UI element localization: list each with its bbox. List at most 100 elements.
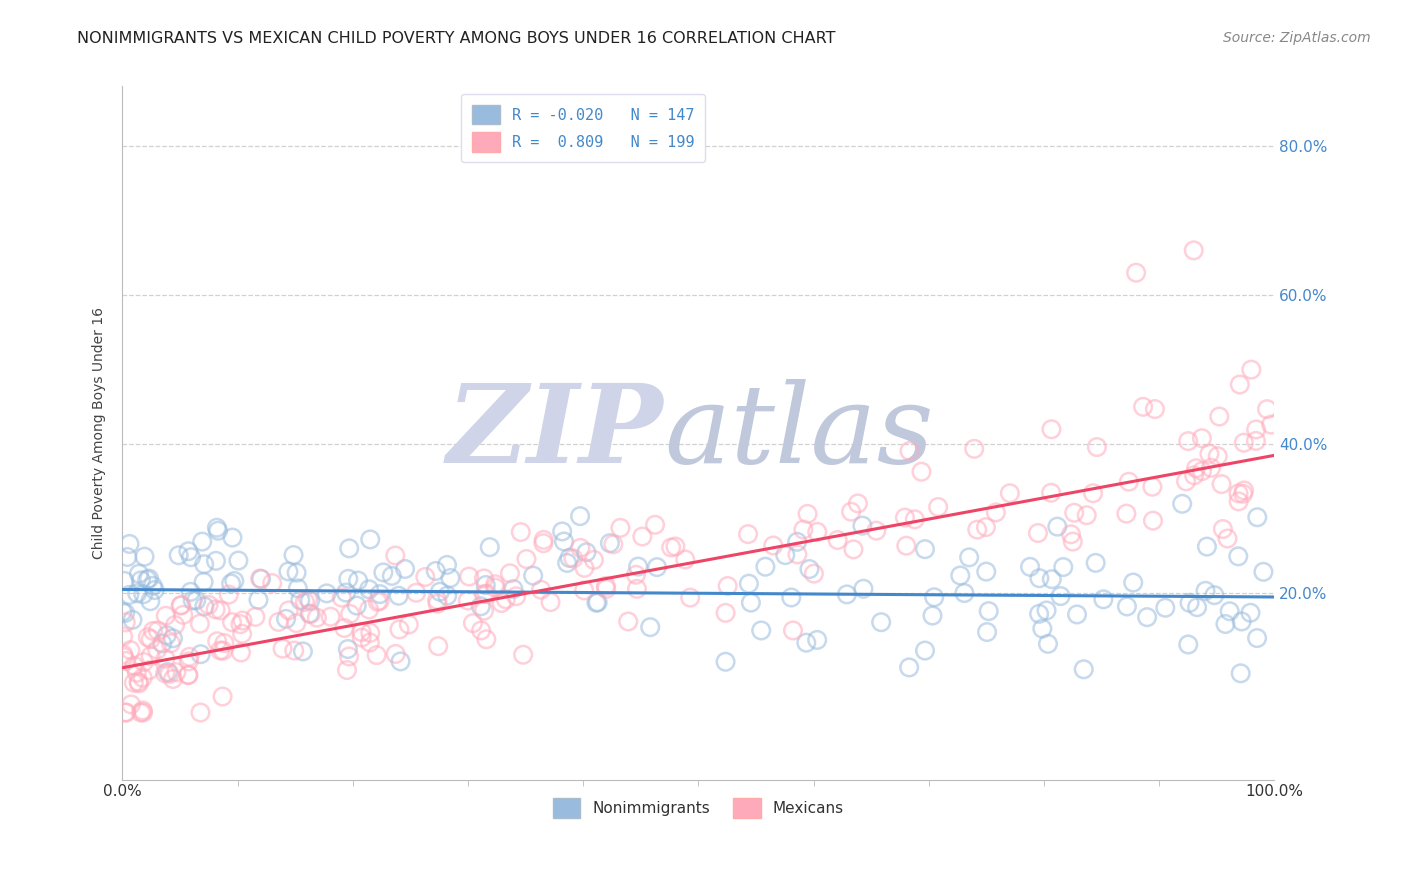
Point	[305, 610, 328, 624]
Point	[350, 625, 373, 640]
Point	[714, 655, 737, 669]
Point	[181, 593, 204, 607]
Point	[1208, 409, 1230, 424]
Point	[177, 668, 200, 682]
Point	[337, 541, 360, 556]
Point	[1178, 596, 1201, 610]
Point	[1191, 431, 1213, 445]
Point	[786, 547, 808, 561]
Point	[502, 582, 524, 596]
Point	[1036, 637, 1059, 651]
Point	[1062, 534, 1084, 549]
Point	[193, 558, 215, 572]
Point	[163, 618, 186, 632]
Point	[1227, 549, 1250, 564]
Point	[957, 550, 980, 565]
Point	[740, 596, 762, 610]
Point	[384, 549, 406, 563]
Point	[114, 615, 136, 630]
Point	[218, 588, 240, 602]
Point	[1073, 662, 1095, 676]
Point	[315, 586, 337, 600]
Point	[142, 579, 165, 593]
Point	[190, 706, 212, 720]
Point	[896, 539, 918, 553]
Point	[495, 592, 517, 607]
Point	[1206, 449, 1229, 463]
Point	[139, 632, 162, 646]
Point	[574, 561, 596, 575]
Point	[155, 608, 177, 623]
Point	[484, 581, 506, 595]
Point	[262, 576, 284, 591]
Point	[134, 549, 156, 564]
Point	[209, 603, 232, 617]
Point	[287, 582, 309, 596]
Point	[138, 663, 160, 677]
Point	[846, 496, 869, 510]
Point	[1060, 527, 1083, 541]
Point	[197, 598, 219, 612]
Point	[533, 533, 555, 547]
Point	[277, 603, 299, 617]
Point	[602, 537, 624, 551]
Point	[910, 465, 932, 479]
Point	[142, 624, 165, 638]
Point	[139, 649, 162, 664]
Point	[125, 665, 148, 680]
Point	[274, 612, 297, 626]
Point	[949, 568, 972, 582]
Point	[582, 553, 605, 567]
Point	[1142, 514, 1164, 528]
Point	[191, 534, 214, 549]
Point	[337, 572, 360, 586]
Point	[638, 620, 661, 634]
Point	[540, 595, 562, 609]
Point	[780, 591, 803, 605]
Point	[169, 599, 191, 613]
Point	[224, 574, 246, 588]
Point	[398, 617, 420, 632]
Point	[775, 548, 797, 562]
Point	[749, 624, 772, 638]
Point	[162, 632, 184, 646]
Point	[1040, 422, 1063, 436]
Point	[193, 599, 215, 614]
Point	[1118, 475, 1140, 489]
Point	[921, 608, 943, 623]
Point	[963, 442, 986, 456]
Point	[624, 567, 647, 582]
Point	[384, 647, 406, 661]
Point	[1085, 440, 1108, 454]
Text: atlas: atlas	[664, 379, 934, 487]
Point	[1233, 483, 1256, 498]
Point	[984, 505, 1007, 519]
Point	[112, 629, 135, 643]
Point	[115, 706, 138, 720]
Point	[835, 587, 858, 601]
Point	[474, 587, 496, 601]
Point	[359, 626, 381, 640]
Point	[1171, 497, 1194, 511]
Point	[1026, 526, 1049, 541]
Point	[111, 605, 134, 619]
Point	[1227, 486, 1250, 500]
Point	[153, 666, 176, 681]
Point	[839, 505, 862, 519]
Point	[388, 589, 411, 603]
Point	[221, 615, 243, 630]
Point	[599, 536, 621, 550]
Point	[207, 524, 229, 538]
Point	[132, 587, 155, 601]
Point	[388, 623, 411, 637]
Point	[128, 674, 150, 689]
Point	[347, 574, 370, 588]
Point	[294, 595, 316, 609]
Point	[122, 658, 145, 673]
Point	[595, 582, 617, 596]
Point	[127, 586, 149, 600]
Point	[245, 610, 267, 624]
Point	[290, 593, 312, 607]
Point	[1246, 510, 1268, 524]
Point	[1028, 571, 1050, 585]
